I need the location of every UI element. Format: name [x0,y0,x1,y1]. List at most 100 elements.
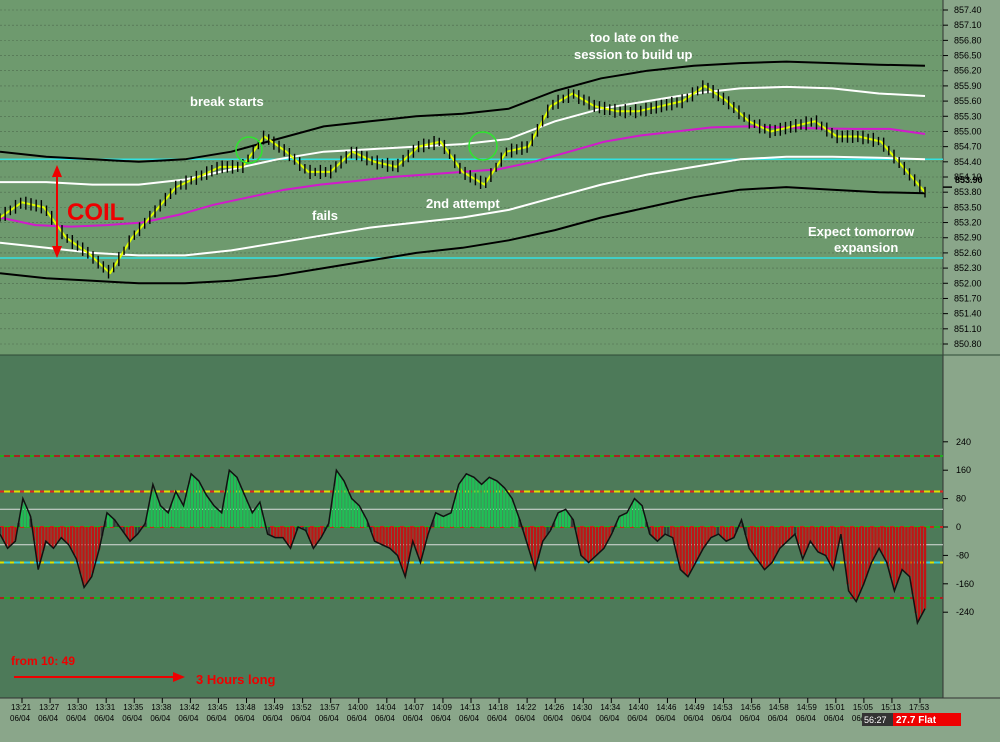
date-tick-label: 06/04 [543,714,564,723]
date-tick-label: 06/04 [178,714,199,723]
coil-arrow-down-head [52,246,62,258]
coil-arrow-up-head [52,165,62,177]
price-tick-label: 856.20 [954,66,982,76]
price-tick-label: 850.80 [954,339,982,349]
price-tick-label: 856.50 [954,51,982,61]
time-tick-label: 14:00 [348,703,369,712]
price-tick-label: 855.00 [954,126,982,136]
price-tick-label: 853.20 [954,218,982,228]
time-tick-label: 14:26 [544,703,565,712]
status-time: 56:27 [864,715,887,725]
date-tick-label: 06/04 [515,714,536,723]
time-tick-label: 15:13 [881,703,902,712]
date-tick-label: 06/04 [235,714,256,723]
date-tick-label: 06/04 [403,714,424,723]
time-tick-label: 14:46 [656,703,677,712]
time-tick-label: 14:18 [488,703,509,712]
time-tick-label: 14:49 [685,703,706,712]
date-tick-label: 06/04 [319,714,340,723]
date-tick-label: 06/04 [655,714,676,723]
time-tick-label: 13:27 [39,703,60,712]
annotation-duration: 3 Hours long [196,672,276,687]
price-tick-label: 855.90 [954,81,982,91]
date-tick-label: 06/04 [291,714,312,723]
time-tick-label: 13:45 [207,703,228,712]
time-tick-label: 14:13 [460,703,481,712]
annotation-break-starts: break starts [190,94,264,109]
oscillator-tick-label: 0 [956,522,961,532]
time-tick-label: 13:42 [179,703,200,712]
date-tick-label: 06/04 [150,714,171,723]
oscillator-tick-label: 160 [956,465,971,475]
time-tick-label: 13:49 [264,703,285,712]
date-tick-label: 06/04 [487,714,508,723]
time-tick-label: 14:40 [628,703,649,712]
oscillator-tick-label: 240 [956,437,971,447]
date-tick-label: 06/04 [599,714,620,723]
date-tick-label: 06/04 [38,714,59,723]
price-tick-label: 851.40 [954,309,982,319]
upper-white-band-line [0,85,926,186]
upper-black-band-line [0,60,926,163]
date-tick-label: 06/04 [740,714,761,723]
date-tick-label: 06/04 [66,714,87,723]
date-tick-label: 06/04 [122,714,143,723]
annotation-expect-line2: expansion [834,240,898,255]
oscillator-tick-label: -160 [956,579,974,589]
duration-arrow-head [173,672,185,682]
date-tick-label: 06/04 [712,714,733,723]
oscillator-tick-label: -80 [956,550,969,560]
annotation-2nd-attempt: 2nd attempt [426,196,500,211]
time-tick-label: 17:53 [909,703,930,712]
price-tick-label: 857.40 [954,5,982,15]
status-flat: 27.7 Flat [896,715,937,726]
time-tick-label: 13:21 [11,703,32,712]
time-tick-label: 15:01 [825,703,846,712]
break-circle [235,136,263,164]
time-tick-label: 13:31 [95,703,116,712]
date-tick-label: 06/04 [10,714,31,723]
price-tick-label: 856.80 [954,35,982,45]
second-attempt-circle [468,131,498,161]
date-tick-label: 06/04 [206,714,227,723]
date-tick-label: 06/04 [263,714,284,723]
coil-label: COIL [67,199,124,226]
date-tick-label: 06/04 [347,714,368,723]
time-tick-label: 14:04 [376,703,397,712]
price-tick-label: 852.60 [954,248,982,258]
price-ticker-line [0,84,926,275]
time-tick-label: 13:35 [123,703,144,712]
price-axis [943,0,1000,355]
annotation-too-late-line2: session to build up [574,47,693,62]
time-tick-label: 13:52 [292,703,313,712]
lower-white-band-line [0,155,926,257]
time-tick-label: 13:38 [151,703,172,712]
annotation-fails: fails [312,208,338,223]
lower-black-band-line [0,186,926,285]
price-tick-label: 853.50 [954,202,982,212]
price-tick-label: 854.40 [954,157,982,167]
time-tick-label: 14:58 [769,703,790,712]
price-tick-label: 852.00 [954,278,982,288]
time-tick-label: 13:30 [67,703,88,712]
date-tick-label: 06/04 [375,714,396,723]
time-tick-label: 14:53 [713,703,734,712]
price-tick-label: 852.90 [954,233,982,243]
time-tick-label: 14:59 [797,703,818,712]
oscillator-tick-label: -240 [956,607,974,617]
time-tick-label: 14:34 [600,703,621,712]
date-tick-label: 06/04 [768,714,789,723]
annotation-from: from 10: 49 [11,654,75,668]
date-tick-label: 06/04 [431,714,452,723]
time-tick-label: 13:57 [320,703,341,712]
time-tick-label: 14:09 [432,703,453,712]
date-tick-label: 06/04 [94,714,115,723]
price-tick-label: 851.70 [954,293,982,303]
price-tick-label: 855.30 [954,111,982,121]
time-tick-label: 14:30 [572,703,593,712]
status-time-box [862,713,893,726]
last-price-label: 853.90 [955,175,983,185]
price-tick-label: 851.10 [954,324,982,334]
date-tick-label: 06/04 [796,714,817,723]
